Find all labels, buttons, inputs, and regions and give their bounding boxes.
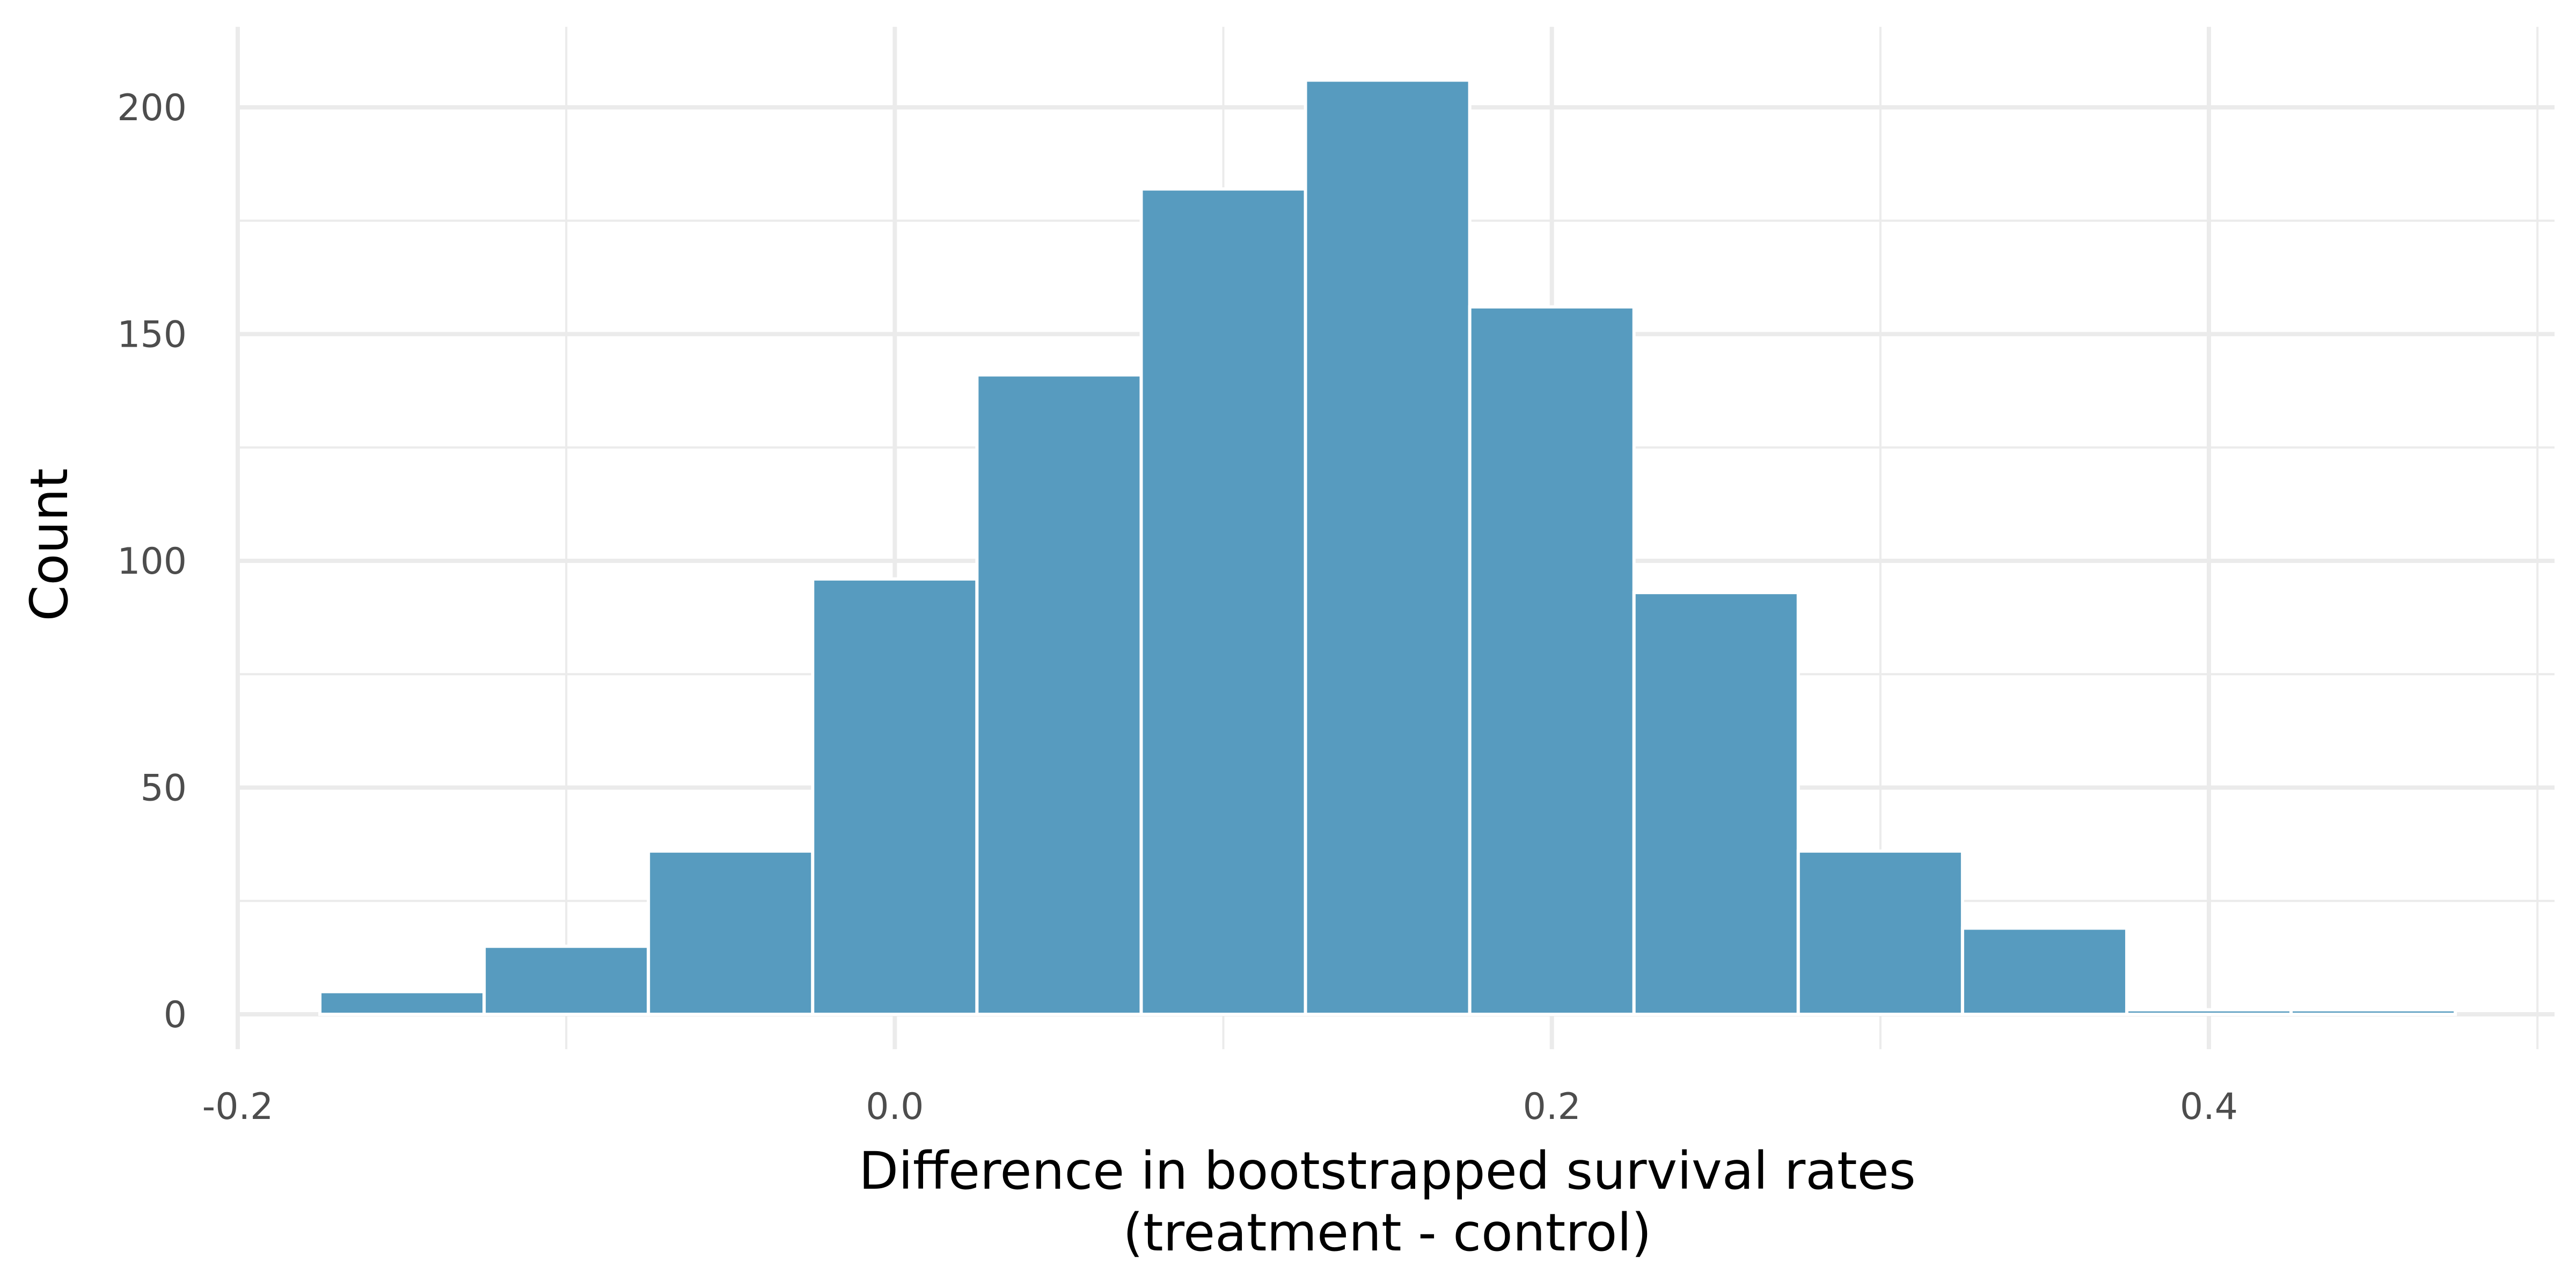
y-tick-label: 100 [117, 540, 187, 583]
histogram-bar [482, 945, 650, 1016]
y-axis-title: Count [19, 468, 79, 621]
x-axis-title: Difference in bootstrapped survival rate… [859, 1141, 1916, 1201]
histogram-bar [2289, 1008, 2457, 1016]
histogram-bar [1304, 78, 1472, 1016]
histogram-bar [647, 849, 815, 1016]
histogram-bar [975, 373, 1143, 1016]
y-tick-label: 0 [164, 994, 187, 1036]
histogram-bar [2125, 1008, 2293, 1016]
histogram-bar [318, 990, 486, 1016]
x-tick-label: 0.0 [866, 1086, 924, 1128]
histogram-bar [1468, 305, 1636, 1016]
histogram-bar [811, 577, 979, 1016]
y-tick-labels: 0 50 100 150 200 [117, 87, 187, 1036]
x-tick-label: -0.2 [202, 1086, 274, 1128]
x-tick-label: 0.2 [1523, 1086, 1581, 1128]
histogram-bar [1796, 849, 1964, 1016]
histogram-bar [1632, 591, 1800, 1016]
histogram-bar [1139, 187, 1307, 1016]
x-tick-labels: -0.2 0.0 0.2 0.4 [202, 1086, 2238, 1128]
y-tick-label: 150 [117, 314, 187, 356]
histogram-bar [1960, 926, 2128, 1016]
y-tick-label: 50 [140, 767, 187, 810]
x-axis-title-line2: (treatment - control) [1123, 1203, 1652, 1263]
x-tick-label: 0.4 [2180, 1086, 2238, 1128]
bars-layer [318, 78, 2457, 1016]
y-tick-label: 200 [117, 87, 187, 129]
